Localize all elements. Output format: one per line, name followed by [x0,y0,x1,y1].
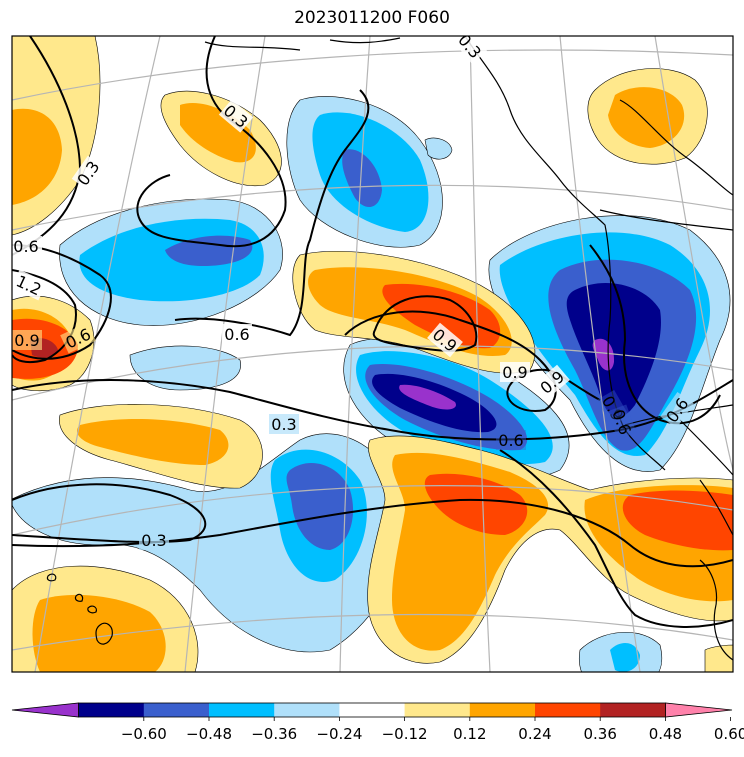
map-panel: 0.3 0.3 0.6 1.2 0.9 0.6 0.6 0.9 0.9 0.9 … [11,35,734,673]
contour-label-text: 0.6 [13,237,38,256]
contour-label-text: 0.6 [498,431,523,450]
hawaii-islands [46,573,113,645]
colorbar-swatch [600,703,666,717]
contour-label-text: 0.9 [502,363,527,382]
coastlines [204,36,733,661]
contour-label: 0.9 [500,362,530,382]
colorbar-tick-label: 0.36 [583,725,616,743]
graticule [12,36,733,672]
contour-label-text: 0.3 [141,531,166,550]
colorbar-swatch [339,703,406,717]
colorbar-tick-label: 0.12 [453,725,486,743]
colorbar-swatch [143,703,210,717]
colorbar-tick-label: −0.12 [382,725,428,743]
colorbar-extend-high [665,702,733,718]
colorbar-swatch [209,703,275,717]
contour-label-text: 0.9 [14,331,39,350]
colorbar-tick-label: −0.24 [316,725,362,743]
contour-label: 0.6 [12,236,42,256]
colorbar-swatch [535,703,601,717]
colorbar-swatch [78,703,145,717]
colorbar-swatch [469,703,536,717]
colorbar-tick-label: 0.48 [649,725,682,743]
contour-label: 0.3 [139,530,169,550]
contour-label-text: 0.6 [224,325,249,344]
colorbar-tick-label: −0.60 [121,725,167,743]
chart-title: 2023011200 F060 [294,8,450,28]
contour-label: 0.9 [12,330,42,350]
colorbar-extend-low [11,702,79,718]
colorbar-tick-label: −0.48 [186,725,232,743]
contour-label: 0.6 [222,324,252,344]
colorbar-swatch [274,703,340,717]
colorbar-tick-label: −0.36 [251,725,297,743]
colorbar-outline [78,702,666,718]
colorbar-tick-label: 0.60 [714,725,744,743]
colorbar-swatch [404,703,471,717]
colorbar-tick-label: 0.24 [518,725,551,743]
map-frame [11,35,734,673]
contour-label-text: 0.3 [271,415,296,434]
contour-label: 0.3 [269,414,299,434]
contour-label: 0.6 [496,430,526,450]
